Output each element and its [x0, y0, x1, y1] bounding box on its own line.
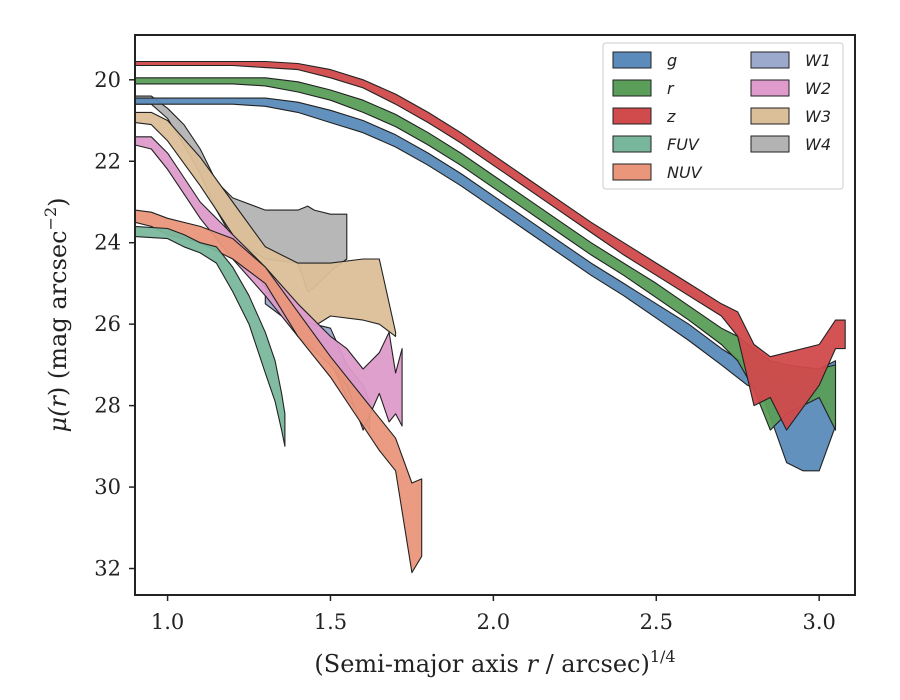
- x-tick-label: 1.0: [151, 610, 184, 634]
- band-fuv: [134, 225, 286, 447]
- band-z: [134, 60, 846, 431]
- series-bands: [134, 60, 846, 574]
- band-w3: [134, 111, 397, 337]
- legend-label-fuv: FUV: [667, 135, 700, 154]
- y-tick-label: 22: [94, 149, 121, 173]
- legend-label-w1: W1: [805, 51, 831, 70]
- legend-label-z: z: [666, 107, 676, 126]
- legend-swatch-r: [612, 79, 652, 97]
- legend-swatch-z: [612, 107, 652, 125]
- x-tick-label: 2.0: [477, 610, 510, 634]
- legend: grz FUV NUV W1 W2 W3 W4: [602, 42, 844, 190]
- x-tick-label: 2.5: [640, 610, 673, 634]
- x-tick-label: 3.0: [802, 610, 835, 634]
- legend-label-nuv: NUV: [667, 163, 703, 182]
- y-tick-label: 20: [94, 68, 121, 92]
- y-tick-label: 24: [94, 231, 121, 255]
- y-axis-ticks: 20 22 24 26 28 30 32: [94, 68, 135, 581]
- legend-label-w4: W4: [805, 135, 831, 154]
- x-axis-label: (Semi-major axis r / arcsec)1/4: [314, 647, 675, 678]
- legend-swatch-w4: [750, 135, 790, 153]
- legend-swatch-g: [612, 51, 652, 69]
- legend-swatch-fuv: [612, 135, 652, 153]
- x-axis-ticks: 1.0 1.5 2.0 2.5 3.0: [151, 595, 836, 634]
- y-tick-label: 26: [94, 312, 121, 336]
- y-axis-label: μ(r) (mag arcsec−2): [41, 197, 72, 432]
- y-tick-label: 30: [94, 475, 121, 499]
- legend-swatch-w2: [750, 79, 790, 97]
- legend-label-w2: W2: [805, 79, 831, 98]
- x-tick-label: 1.5: [314, 610, 347, 634]
- legend-label-w3: W3: [805, 107, 831, 126]
- legend-swatch-nuv: [612, 163, 652, 181]
- legend-swatch-w1: [750, 51, 790, 69]
- legend-swatch-w3: [750, 107, 790, 125]
- plot-frame: [134, 34, 856, 596]
- legend-label-r: r: [667, 79, 675, 98]
- legend-label-g: g: [667, 51, 677, 70]
- y-tick-label: 32: [94, 557, 121, 581]
- y-tick-label: 28: [94, 394, 121, 418]
